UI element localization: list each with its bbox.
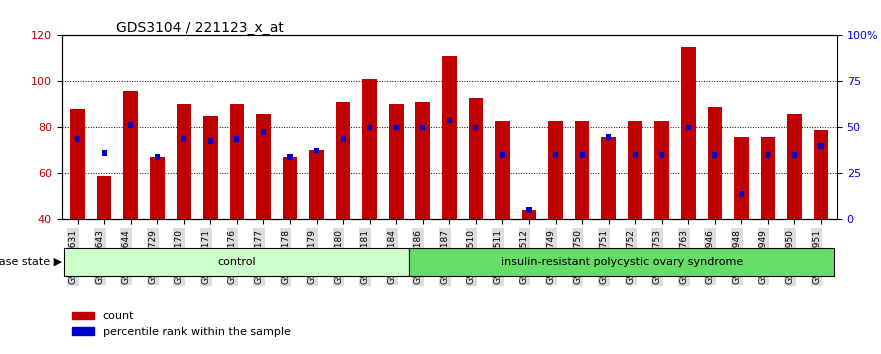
Bar (261, 129, 266, 135)
Bar (659, 152, 664, 158)
Bar (309, 150, 324, 219)
Bar (75, 136, 80, 142)
Bar (685, 125, 691, 130)
Bar (681, 47, 696, 219)
Bar (712, 152, 717, 158)
Bar (606, 134, 611, 139)
Bar (792, 152, 797, 158)
Bar (580, 152, 585, 158)
Bar (473, 125, 478, 130)
Bar (314, 148, 319, 153)
Bar (394, 125, 399, 130)
Bar (787, 114, 802, 219)
FancyBboxPatch shape (64, 248, 410, 276)
Bar (628, 120, 642, 219)
Bar (230, 104, 244, 219)
Bar (208, 138, 213, 144)
Bar (548, 120, 563, 219)
Bar (181, 136, 187, 142)
Bar (70, 109, 85, 219)
Bar (389, 104, 403, 219)
Bar (655, 120, 669, 219)
Text: disease state ▶: disease state ▶ (0, 257, 62, 267)
Bar (442, 56, 456, 219)
Text: GDS3104 / 221123_x_at: GDS3104 / 221123_x_at (116, 21, 284, 35)
Bar (287, 154, 292, 160)
Bar (150, 157, 165, 219)
Bar (420, 125, 426, 130)
Bar (341, 136, 345, 142)
Bar (203, 116, 218, 219)
Bar (500, 152, 505, 158)
Legend: count, percentile rank within the sample: count, percentile rank within the sample (67, 307, 295, 341)
Bar (447, 118, 452, 124)
Bar (97, 176, 112, 219)
Bar (416, 102, 430, 219)
Bar (527, 207, 531, 213)
Bar (234, 136, 240, 142)
Bar (336, 102, 351, 219)
Bar (123, 91, 138, 219)
Bar (495, 120, 510, 219)
Bar (155, 154, 159, 160)
Bar (760, 137, 775, 219)
Bar (734, 137, 749, 219)
Text: control: control (218, 257, 256, 267)
Bar (101, 150, 107, 156)
Bar (574, 120, 589, 219)
Bar (739, 191, 744, 197)
Bar (766, 152, 771, 158)
Bar (633, 152, 638, 158)
Bar (176, 104, 191, 219)
Bar (362, 79, 377, 219)
FancyBboxPatch shape (410, 248, 834, 276)
Bar (602, 137, 616, 219)
Bar (256, 114, 270, 219)
Bar (553, 152, 558, 158)
Bar (522, 210, 537, 219)
Bar (818, 143, 824, 149)
Text: insulin-resistant polycystic ovary syndrome: insulin-resistant polycystic ovary syndr… (500, 257, 743, 267)
Bar (814, 130, 828, 219)
Bar (283, 157, 297, 219)
Bar (469, 97, 483, 219)
Bar (367, 125, 372, 130)
Bar (707, 107, 722, 219)
Bar (128, 122, 133, 128)
